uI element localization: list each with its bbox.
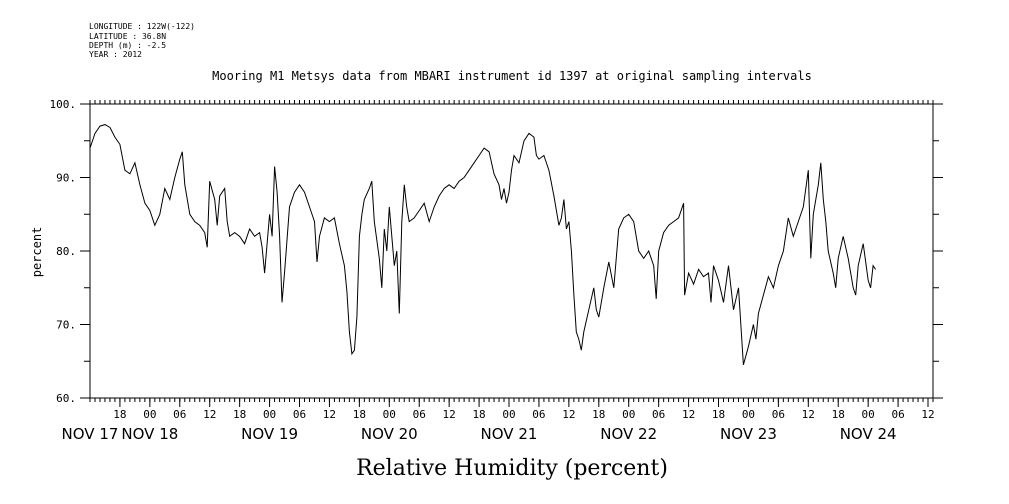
depth-label: DEPTH (m) : -2.5 — [89, 41, 166, 50]
x-tick-label: 18 — [832, 408, 845, 421]
x-axis-title: Relative Humidity (percent) — [356, 456, 668, 481]
tick-marks — [80, 100, 943, 407]
y-tick-label: 100. — [50, 98, 77, 111]
x-tick-label: 00 — [383, 408, 396, 421]
longitude-label: LONGITUDE : 122W(-122) — [89, 22, 195, 31]
y-tick-label: 60. — [56, 392, 76, 405]
latitude-label: LATITUDE : 36.8N — [89, 32, 166, 41]
x-tick-label: 00 — [862, 408, 875, 421]
x-tick-label: 18 — [592, 408, 605, 421]
humidity-series-line — [89, 124, 877, 366]
x-tick-label: 00 — [502, 408, 515, 421]
x-day-label: NOV 19 — [241, 425, 298, 443]
x-tick-label: 06 — [652, 408, 665, 421]
x-tick-label: 12 — [443, 408, 456, 421]
x-tick-labels: 18 00 06 12 18 00 06 12 18 00 06 12 18 00 06 12 18 00 06 12… — [113, 408, 934, 421]
x-tick-label: 18 — [353, 408, 366, 421]
x-tick-label: 12 — [562, 408, 575, 421]
x-tick-label: 00 — [263, 408, 276, 421]
x-tick-label: 06 — [532, 408, 545, 421]
x-day-label: NOV 21 — [481, 425, 538, 443]
day-labels: NOV 17 NOV 18 NOV 19 NOV 20 NOV 21 NOV 22 NOV … — [62, 425, 897, 443]
x-tick-label: 12 — [802, 408, 815, 421]
x-day-label: NOV 20 — [361, 425, 418, 443]
plot-frame — [89, 103, 934, 399]
x-tick-label: 06 — [293, 408, 306, 421]
y-axis-title: percent — [30, 227, 44, 278]
year-label: YEAR : 2012 — [89, 50, 142, 59]
x-tick-label: 18 — [712, 408, 725, 421]
y-tick-label: 70. — [56, 319, 76, 332]
x-day-label: NOV 22 — [600, 425, 657, 443]
y-tick-label: 90. — [56, 172, 76, 185]
x-tick-label: 06 — [173, 408, 186, 421]
x-tick-label: 12 — [682, 408, 695, 421]
x-day-label: NOV 17 — [62, 425, 119, 443]
x-tick-label: 06 — [891, 408, 904, 421]
x-day-label: NOV 24 — [840, 425, 897, 443]
x-tick-label: 06 — [772, 408, 785, 421]
y-tick-labels: 60. 70. 80. 90. 100. — [50, 98, 77, 405]
x-tick-label: 18 — [233, 408, 246, 421]
x-day-label: NOV 18 — [121, 425, 178, 443]
x-tick-label: 06 — [413, 408, 426, 421]
x-tick-label: 00 — [143, 408, 156, 421]
x-tick-label: 12 — [203, 408, 216, 421]
y-tick-label: 80. — [56, 245, 76, 258]
chart-title: Mooring M1 Metsys data from MBARI instru… — [212, 69, 812, 83]
x-tick-label: 00 — [622, 408, 635, 421]
x-tick-label: 18 — [113, 408, 126, 421]
x-tick-label: 12 — [323, 408, 336, 421]
x-tick-label: 18 — [472, 408, 485, 421]
x-tick-label: 00 — [742, 408, 755, 421]
x-tick-label: 12 — [921, 408, 934, 421]
x-day-label: NOV 23 — [720, 425, 777, 443]
